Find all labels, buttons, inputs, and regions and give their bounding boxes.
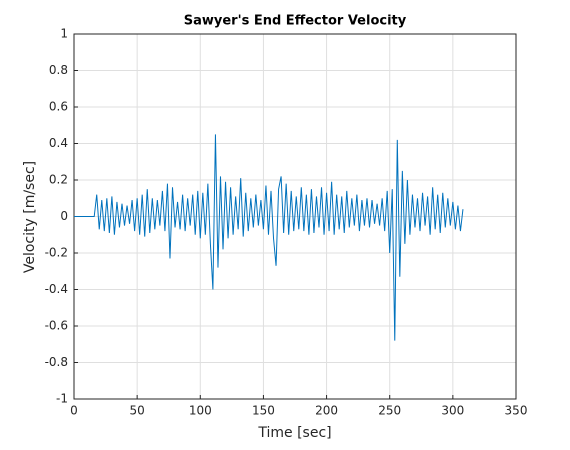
y-tick-label: -1 — [56, 392, 68, 406]
y-tick-label: 0.2 — [49, 173, 68, 187]
x-tick-label: 100 — [189, 404, 212, 418]
y-tick-label: 1 — [60, 27, 68, 41]
y-tick-label: 0.8 — [49, 63, 68, 77]
x-tick-label: 250 — [378, 404, 401, 418]
x-axis-label: Time [sec] — [257, 425, 331, 441]
x-tick-label: 300 — [441, 404, 464, 418]
y-tick-label: -0.6 — [45, 319, 68, 333]
y-tick-label: -0.8 — [45, 355, 68, 369]
y-tick-label: -0.2 — [45, 246, 68, 260]
x-tick-label: 0 — [70, 404, 78, 418]
x-tick-label: 350 — [505, 404, 528, 418]
x-tick-label: 200 — [315, 404, 338, 418]
y-tick-label: 0 — [60, 209, 68, 223]
y-tick-label: -0.4 — [45, 282, 68, 296]
data-line — [74, 134, 464, 341]
x-tick-label: 150 — [252, 404, 275, 418]
y-tick-label: 0.6 — [49, 100, 68, 114]
chart-title: Sawyer's End Effector Velocity — [184, 14, 407, 29]
x-tick-label: 50 — [130, 404, 145, 418]
y-axis-label: Velocity [m/sec] — [22, 161, 38, 273]
y-tick-label: 0.4 — [49, 136, 68, 150]
